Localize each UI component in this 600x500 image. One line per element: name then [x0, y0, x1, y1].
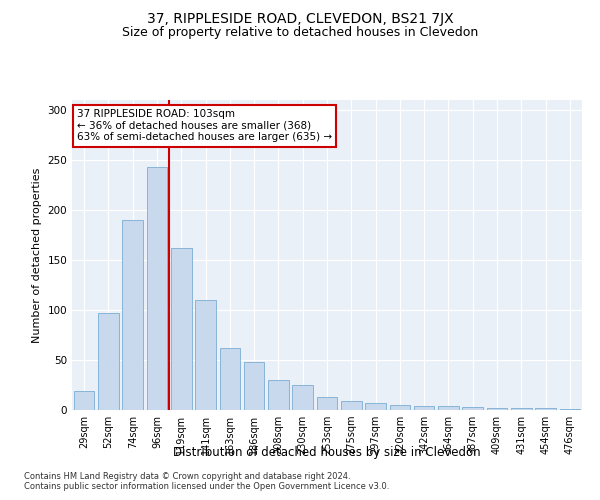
Text: 37, RIPPLESIDE ROAD, CLEVEDON, BS21 7JX: 37, RIPPLESIDE ROAD, CLEVEDON, BS21 7JX [146, 12, 454, 26]
Bar [317, 397, 337, 410]
Bar [292, 385, 313, 410]
Text: Distribution of detached houses by size in Clevedon: Distribution of detached houses by size … [173, 446, 481, 459]
Bar [74, 391, 94, 410]
Bar [244, 362, 265, 410]
Bar [220, 348, 240, 410]
Bar [341, 401, 362, 410]
Bar [365, 403, 386, 410]
Bar [463, 407, 483, 410]
Text: Contains public sector information licensed under the Open Government Licence v3: Contains public sector information licen… [24, 482, 389, 491]
Bar [414, 406, 434, 410]
Bar [535, 408, 556, 410]
Text: Size of property relative to detached houses in Clevedon: Size of property relative to detached ho… [122, 26, 478, 39]
Bar [487, 408, 508, 410]
Bar [171, 248, 191, 410]
Text: Contains HM Land Registry data © Crown copyright and database right 2024.: Contains HM Land Registry data © Crown c… [24, 472, 350, 481]
Bar [146, 167, 167, 410]
Bar [438, 406, 459, 410]
Bar [560, 409, 580, 410]
Y-axis label: Number of detached properties: Number of detached properties [32, 168, 42, 342]
Bar [98, 313, 119, 410]
Bar [389, 405, 410, 410]
Bar [195, 300, 216, 410]
Bar [268, 380, 289, 410]
Text: 37 RIPPLESIDE ROAD: 103sqm
← 36% of detached houses are smaller (368)
63% of sem: 37 RIPPLESIDE ROAD: 103sqm ← 36% of deta… [77, 110, 332, 142]
Bar [122, 220, 143, 410]
Bar [511, 408, 532, 410]
